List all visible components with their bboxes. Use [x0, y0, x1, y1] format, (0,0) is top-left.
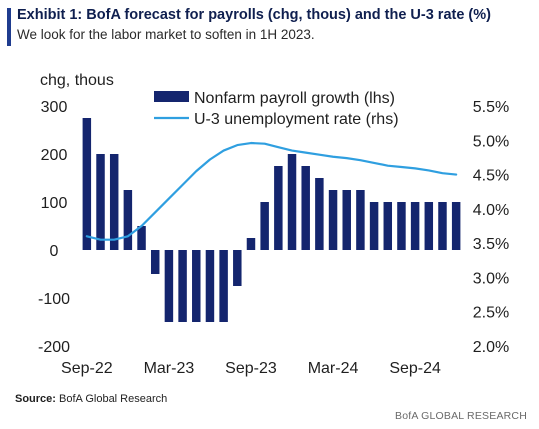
payroll-bar	[192, 250, 201, 322]
chart-subtitle: We look for the labor market to soften i…	[17, 27, 315, 42]
left-axis-tick-label: -200	[38, 339, 70, 356]
payroll-bar	[219, 250, 228, 322]
right-axis-tick-label: 2.5%	[473, 305, 509, 322]
title-accent-bar	[7, 8, 11, 46]
payroll-bar	[233, 250, 242, 286]
x-axis-tick-label: Mar-24	[308, 360, 359, 377]
right-axis-tick-label: 3.0%	[473, 270, 509, 287]
payroll-bar	[369, 202, 379, 250]
left-axis-tick-label: 300	[41, 99, 68, 116]
payroll-bar	[260, 202, 269, 250]
legend: Nonfarm payroll growth (lhs) U-3 unemploy…	[154, 90, 399, 128]
payroll-bar	[315, 178, 324, 250]
right-axis-tick-label: 5.0%	[473, 133, 509, 150]
payroll-bar	[274, 166, 283, 250]
axes: 300 200 100 0 -100 -200 chg, thous 5.5% 5.0% 4.5%…	[38, 72, 509, 377]
left-axis-tick-label: 200	[41, 147, 68, 164]
right-axis-tick-label: 4.0%	[473, 202, 509, 219]
payroll-bar	[137, 226, 146, 250]
source-label: Source:	[15, 393, 56, 405]
payroll-bar	[150, 250, 160, 274]
source-note: Source: BofA Global Research	[15, 393, 167, 405]
payroll-bar	[383, 202, 393, 250]
x-axis-tick-label: Sep-24	[389, 360, 441, 377]
left-axis-tick-label: -100	[38, 291, 70, 308]
right-axis-tick-label: 3.5%	[473, 236, 509, 253]
payroll-bar	[342, 190, 351, 250]
legend-bar-label: Nonfarm payroll growth (lhs)	[194, 90, 395, 107]
payroll-bar	[109, 154, 119, 250]
legend-bar-swatch	[154, 91, 189, 102]
right-axis-tick-label: 5.5%	[473, 99, 509, 116]
left-axis-title: chg, thous	[40, 72, 114, 89]
payroll-bar	[424, 202, 434, 250]
payroll-bar	[451, 202, 461, 250]
payroll-bar	[178, 250, 187, 322]
payroll-bar	[82, 118, 92, 250]
payroll-bar	[164, 250, 174, 322]
plot-area	[82, 118, 461, 322]
x-axis-tick-label: Mar-23	[144, 360, 195, 377]
brand-footer: BofA GLOBAL RESEARCH	[395, 410, 527, 422]
left-axis-tick-label: 0	[50, 243, 59, 260]
payroll-bar	[123, 190, 133, 250]
source-text: BofA Global Research	[59, 393, 168, 405]
x-axis-tick-label: Sep-22	[61, 360, 113, 377]
left-axis-tick-label: 100	[41, 195, 68, 212]
payroll-bar	[397, 202, 406, 250]
payroll-bar	[328, 190, 338, 250]
right-axis-tick-label: 4.5%	[473, 168, 509, 185]
chart-title: Exhibit 1: BofA forecast for payrolls (c…	[17, 7, 491, 23]
right-axis-tick-label: 2.0%	[473, 339, 509, 356]
payroll-bar	[246, 238, 256, 250]
payroll-bar	[356, 190, 365, 250]
unemployment-line	[85, 141, 458, 241]
payroll-bar	[301, 166, 310, 250]
x-axis-tick-label: Sep-23	[225, 360, 277, 377]
payroll-bar	[96, 154, 105, 250]
payroll-bar	[438, 202, 447, 250]
legend-line-label: U-3 unemployment rate (rhs)	[194, 111, 399, 128]
payroll-bar	[205, 250, 215, 322]
payroll-bar	[410, 202, 420, 250]
payroll-bar	[287, 154, 297, 250]
